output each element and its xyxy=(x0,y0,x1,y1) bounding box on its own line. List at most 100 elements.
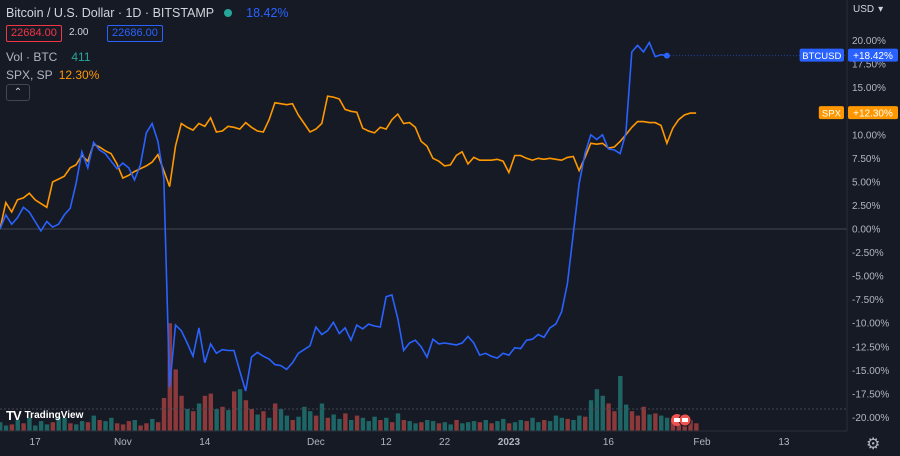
volume-bar xyxy=(202,395,208,431)
y-tick-label: 17.50% xyxy=(852,60,886,71)
volume-bar xyxy=(120,424,126,431)
volume-bar xyxy=(232,391,237,431)
volume-bar xyxy=(629,411,635,431)
series-value-tag xyxy=(848,106,898,120)
volume-bar xyxy=(255,414,260,431)
volume-bar xyxy=(536,422,541,431)
volume-bar xyxy=(343,413,348,431)
y-tick-label: 0.00% xyxy=(852,225,880,236)
volume-bar xyxy=(542,420,547,431)
volume-bar xyxy=(489,423,494,431)
volume-bar xyxy=(384,417,389,431)
volume-bar xyxy=(126,421,132,431)
x-tick-label: 2023 xyxy=(498,437,521,448)
volume-bar xyxy=(243,400,249,431)
compare-value: 12.30% xyxy=(58,68,100,82)
volume-bar xyxy=(623,404,629,431)
volume-value: 411 xyxy=(71,50,91,64)
volume-label: Vol · BTC xyxy=(6,50,58,64)
volume-bar xyxy=(688,420,693,431)
volume-bar xyxy=(618,376,623,431)
y-tick-label: -15.00% xyxy=(852,366,889,377)
volume-bar xyxy=(612,411,617,431)
symbol-legend[interactable]: Bitcoin / U.S. Dollar · 1D · BITSTAMP 18.… xyxy=(6,6,289,20)
volume-bar xyxy=(483,420,488,431)
x-tick-label: 12 xyxy=(381,437,393,448)
volume-bar xyxy=(454,420,459,431)
events-icon[interactable] xyxy=(671,413,692,427)
volume-legend[interactable]: Vol · BTC 411 xyxy=(6,50,91,64)
volume-bar xyxy=(91,415,96,431)
volume-bar xyxy=(150,418,155,431)
volume-bar xyxy=(337,418,342,431)
volume-bar xyxy=(208,393,213,431)
tradingview-logo[interactable]: TV TradingView xyxy=(6,405,83,425)
volume-bar xyxy=(27,417,32,431)
volume-bar xyxy=(179,395,184,431)
volume-bar xyxy=(97,420,102,431)
currency-selector[interactable]: USD ▾ xyxy=(853,4,883,15)
tradingview-logo-icon: TV xyxy=(6,407,22,423)
compare-legend[interactable]: SPX, SP 12.30% xyxy=(6,68,99,82)
market-status-icon[interactable] xyxy=(224,9,233,17)
volume-bar xyxy=(430,421,436,431)
volume-bar xyxy=(495,421,500,431)
y-tick-label: -17.50% xyxy=(852,389,889,400)
volume-bar xyxy=(524,421,529,431)
y-tick-label: -12.50% xyxy=(852,342,889,353)
volume-bar xyxy=(261,411,266,431)
currency-label: USD xyxy=(853,4,875,15)
y-tick-label: 15.00% xyxy=(852,83,886,94)
volume-bar xyxy=(442,422,447,431)
volume-bar xyxy=(50,422,56,431)
series-name-tag xyxy=(818,106,844,120)
volume-bar xyxy=(547,421,553,431)
sell-price-button[interactable]: 22684.00 xyxy=(6,25,62,42)
x-tick-label: Feb xyxy=(693,437,711,448)
volume-bar xyxy=(471,421,477,431)
series-name-label: BTCUSD xyxy=(802,51,841,62)
y-tick-label: -2.50% xyxy=(852,248,884,259)
volume-bar xyxy=(44,424,50,431)
volume-bar xyxy=(372,416,377,431)
chevron-up-icon[interactable]: ⌃ xyxy=(6,84,30,101)
x-tick-label: 13 xyxy=(778,437,790,448)
volume-bar xyxy=(21,423,26,431)
volume-bar xyxy=(565,418,570,431)
volume-bar xyxy=(115,423,120,431)
volume-bar xyxy=(349,420,354,431)
volume-bar xyxy=(267,417,272,431)
volume-bar xyxy=(56,416,61,431)
volume-bar xyxy=(588,400,594,431)
buy-price-button[interactable]: 22686.00 xyxy=(107,25,163,42)
volume-bar xyxy=(477,422,483,431)
volume-bar xyxy=(74,424,79,431)
volume-bar xyxy=(185,409,190,431)
volume-bar xyxy=(85,422,91,431)
volume-bar xyxy=(413,423,418,431)
y-tick-label: -10.00% xyxy=(852,319,889,330)
series-name-tag xyxy=(799,48,844,62)
chevron-down-icon: ▾ xyxy=(878,4,884,15)
y-tick-label: 20.00% xyxy=(852,36,886,47)
series-value-label: +18.42% xyxy=(853,51,893,62)
volume-bar xyxy=(366,421,371,431)
volume-bar xyxy=(635,415,641,431)
volume-bar xyxy=(653,413,658,431)
logo-text: TradingView xyxy=(24,409,84,421)
x-tick-label: 17 xyxy=(30,437,42,448)
volume-bar xyxy=(278,409,284,431)
volume-bar xyxy=(606,403,611,431)
volume-bar xyxy=(436,423,442,431)
volume-bar xyxy=(272,403,278,431)
volume-bar xyxy=(9,424,15,431)
volume-bar xyxy=(577,415,582,431)
volume-bar xyxy=(600,395,605,431)
volume-bar xyxy=(512,422,518,431)
volume-bar xyxy=(3,425,9,431)
volume-bar xyxy=(331,414,336,431)
volume-bar xyxy=(571,420,576,431)
symbol-change: 18.42% xyxy=(246,6,289,20)
gear-icon[interactable]: ⚙ xyxy=(866,436,881,453)
